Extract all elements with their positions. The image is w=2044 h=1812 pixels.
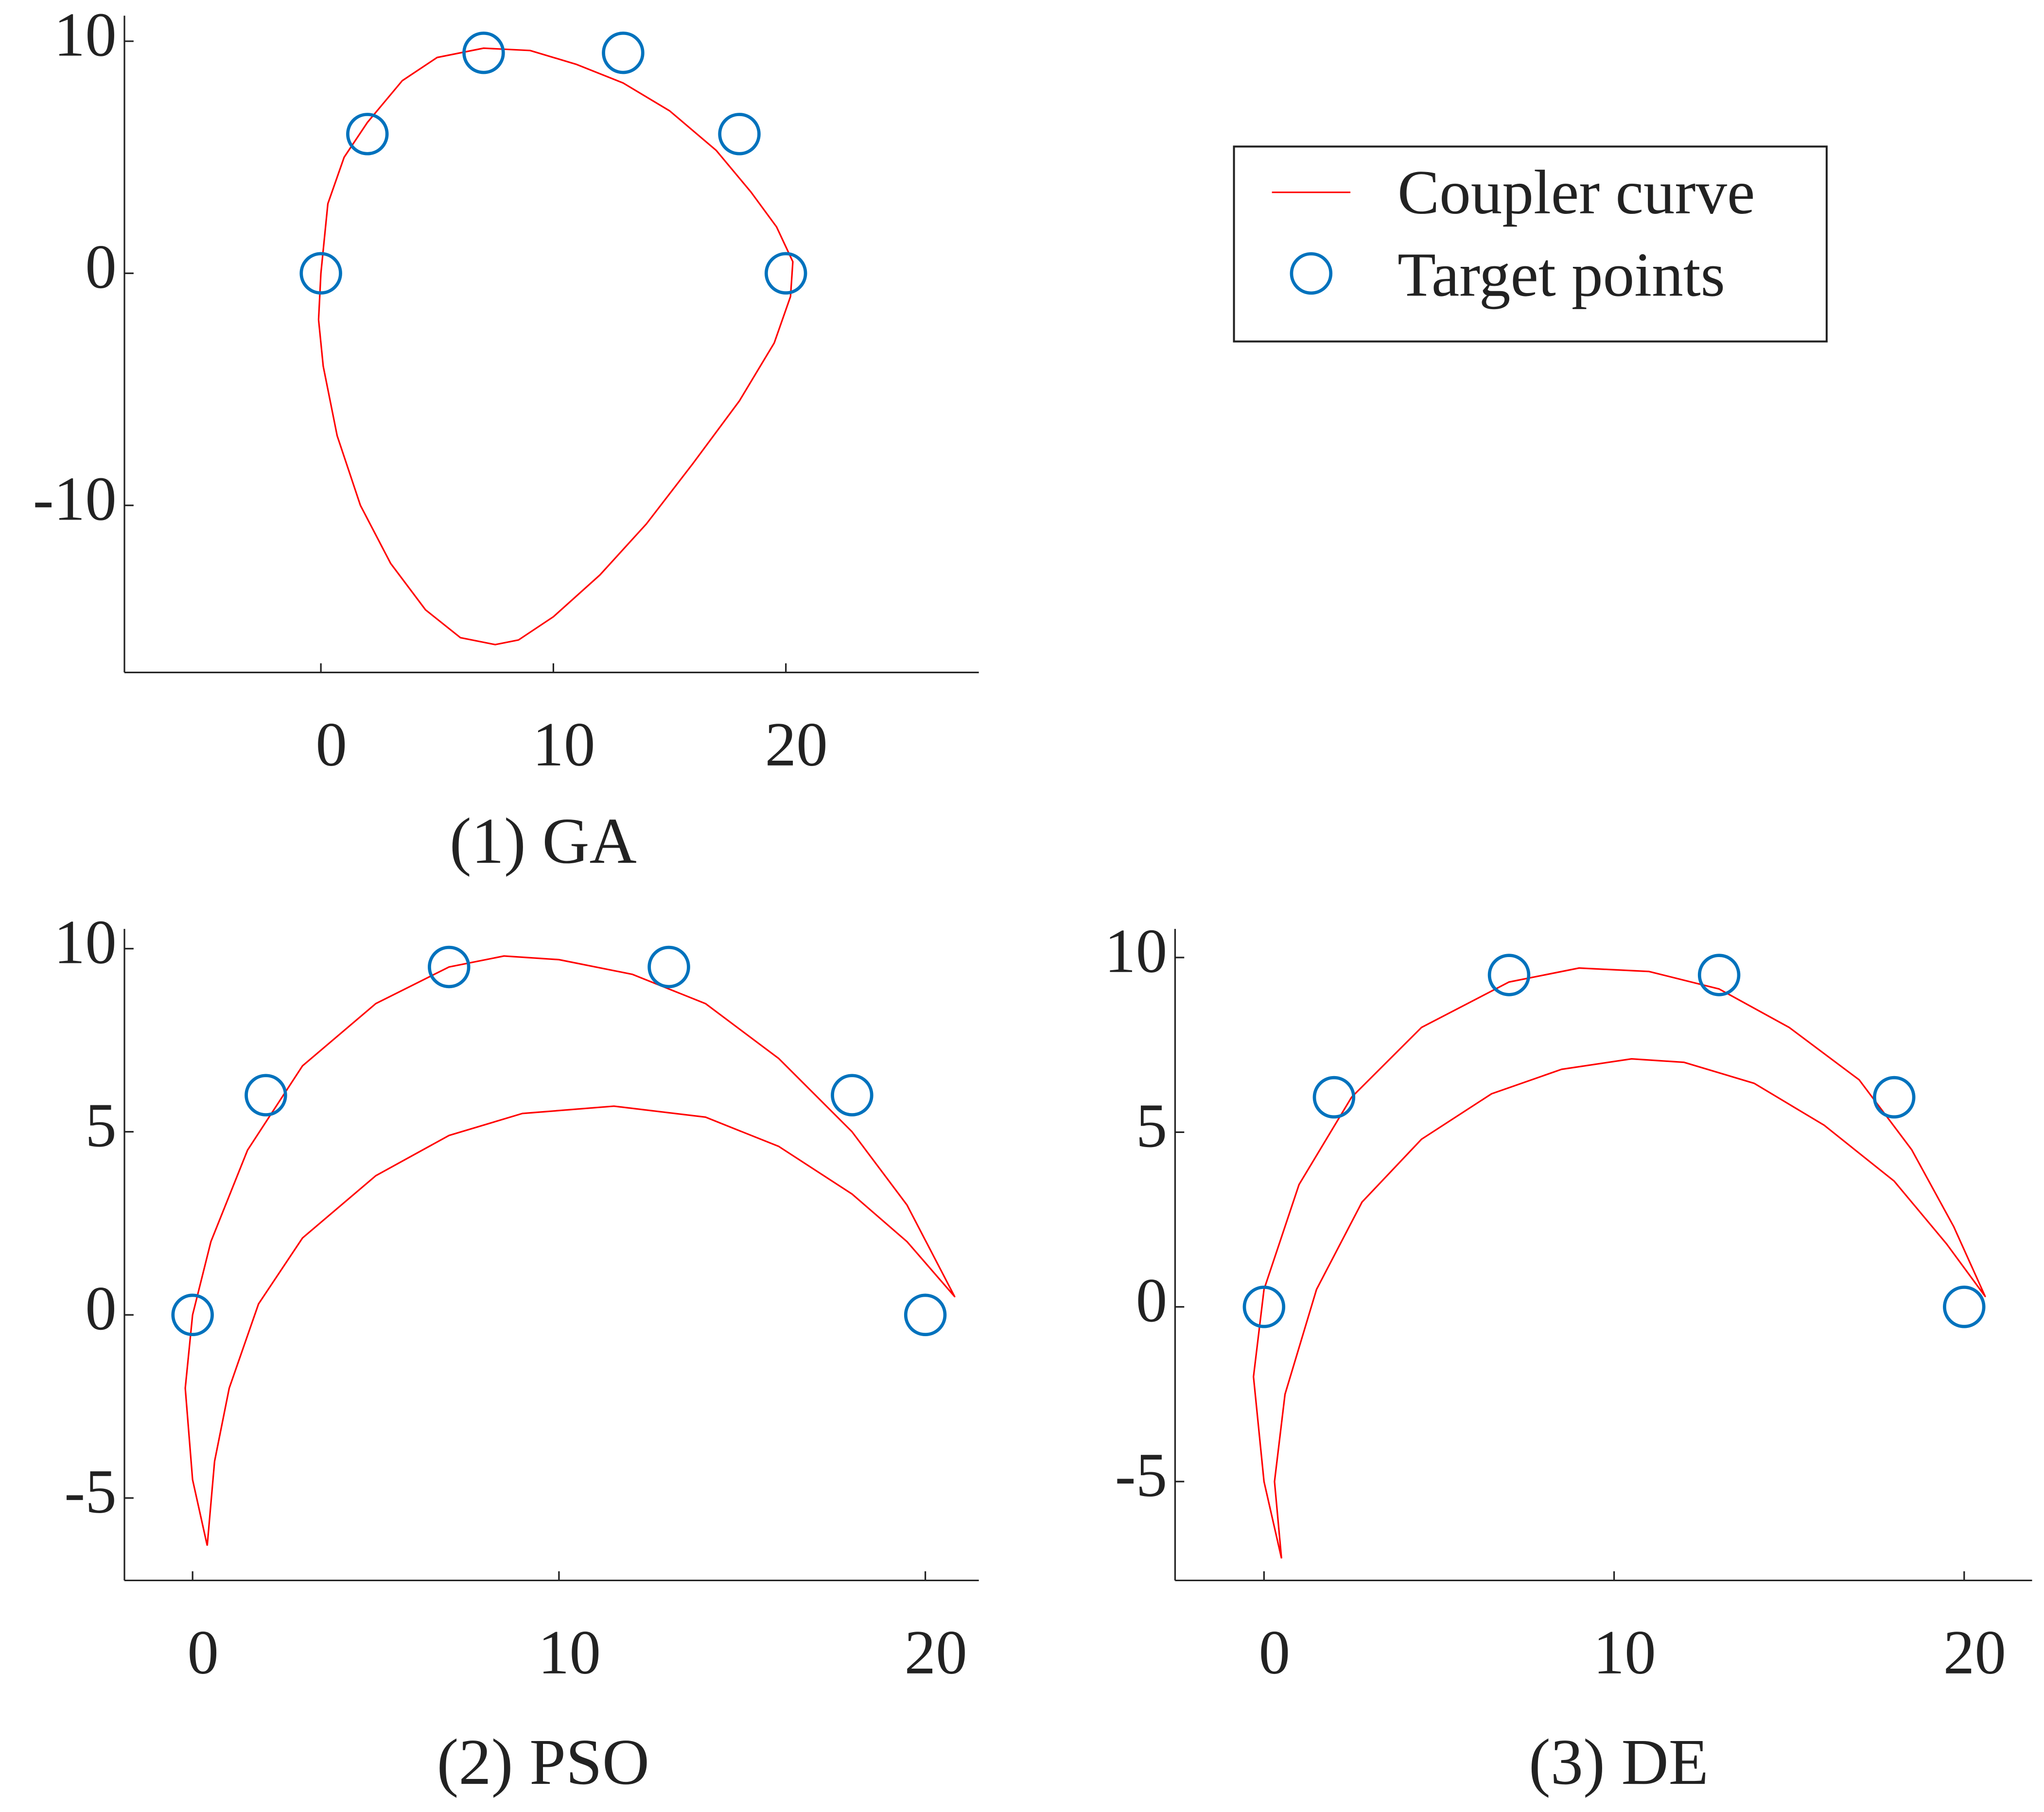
caption: (3) DE: [1529, 1726, 1709, 1798]
y-tick-label: -5: [1115, 1440, 1168, 1510]
caption: (1) GA: [450, 805, 637, 877]
target-point: [718, 113, 761, 156]
target-point: [647, 945, 690, 989]
coupler-curve: [1253, 967, 1986, 1559]
target-point: [602, 31, 645, 74]
target-point: [831, 1074, 874, 1116]
x-tick-label: 20: [905, 1618, 967, 1687]
coupler-curve: [184, 955, 956, 1546]
legend-box: [1233, 145, 1828, 343]
target-point: [1242, 1286, 1286, 1328]
x-tick-label: 0: [315, 710, 347, 779]
y-tick-label: 10: [54, 907, 117, 976]
target-point: [1872, 1076, 1916, 1119]
legend-label: Coupler curve: [1398, 157, 1755, 227]
legend: Coupler curve Target points: [1233, 145, 1828, 343]
x-tick-label: 20: [1943, 1618, 2006, 1687]
target-point: [462, 31, 505, 74]
legend-label: Target points: [1398, 240, 1725, 309]
y-tick-label: -5: [64, 1457, 117, 1526]
caption: (2) PSO: [437, 1726, 649, 1798]
x-tick-label: 10: [538, 1618, 601, 1687]
y-tick-label: 10: [54, 0, 117, 69]
y-tick-label: -10: [33, 464, 117, 533]
target-point: [1312, 1076, 1356, 1119]
target-point: [764, 252, 807, 295]
x-tick-label: 0: [1259, 1618, 1291, 1687]
target-point: [428, 945, 471, 989]
legend-marker: [1290, 252, 1333, 295]
x-tick-label: 20: [765, 710, 828, 779]
subplot: 0 10 20 -10 0 10 (1) GA: [33, 0, 979, 877]
y-tick-label: 0: [85, 232, 117, 301]
y-tick-label: 5: [85, 1090, 117, 1160]
subplot: 0 10 20 -5 0 5 10 (2) PSO: [54, 907, 979, 1798]
target-point: [1697, 954, 1741, 996]
target-point: [299, 252, 342, 295]
target-point: [1487, 954, 1531, 996]
subplot: 0 10 20 -5 0 5 10 (3) DE: [1104, 916, 2032, 1798]
target-point: [346, 113, 389, 156]
y-tick-label: 0: [85, 1273, 117, 1343]
y-tick-label: 5: [1136, 1091, 1168, 1160]
target-point: [904, 1293, 947, 1337]
target-point: [1943, 1286, 1986, 1328]
y-tick-label: 0: [1136, 1265, 1168, 1335]
coupler-curve: [317, 47, 794, 645]
x-tick-label: 10: [532, 710, 595, 779]
target-point: [245, 1074, 287, 1116]
x-tick-label: 0: [187, 1618, 219, 1687]
y-tick-label: 10: [1104, 916, 1167, 986]
x-tick-label: 10: [1593, 1618, 1656, 1687]
target-point: [171, 1293, 214, 1337]
